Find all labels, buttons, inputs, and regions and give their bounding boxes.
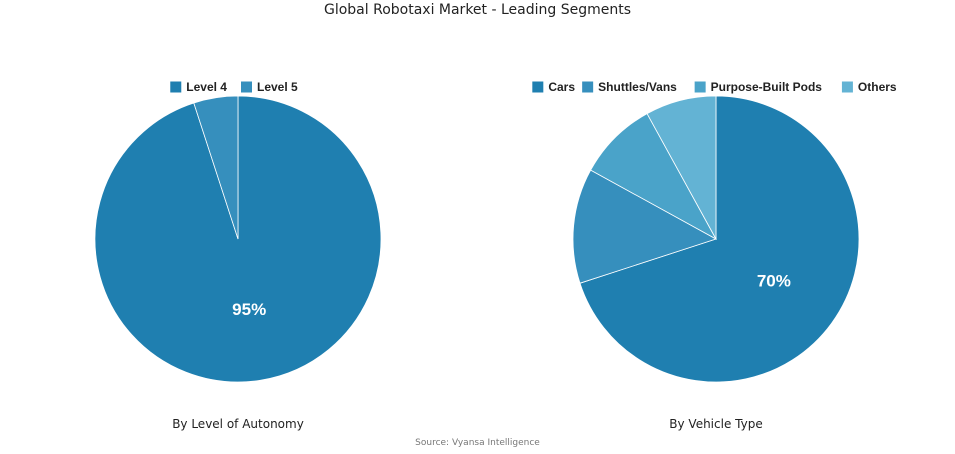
chart-caption-vehicle-type: By Vehicle Type — [669, 417, 763, 431]
legend-swatch-cars — [532, 81, 544, 93]
data-label-cars: 70% — [757, 272, 791, 291]
chart-caption-autonomy: By Level of Autonomy — [172, 417, 304, 431]
pie-slice-others — [646, 95, 717, 240]
legend-swatch-others — [841, 81, 853, 93]
legend-swatch-shuttles-vans — [582, 81, 594, 93]
legend-swatch-purpose-built-pods — [694, 81, 706, 93]
pie-slice-shuttles-vans — [572, 169, 718, 284]
pie-slice-level-5 — [193, 95, 239, 240]
legend-label-level-4: Level 4 — [186, 80, 227, 94]
legend-label-others: Others — [858, 80, 897, 94]
legend-label-cars: Cars — [548, 80, 575, 94]
legend-swatch-level-5 — [241, 81, 252, 93]
source-note: Source: Vyansa Intelligence — [415, 438, 540, 448]
pie-slice-cars — [579, 95, 860, 383]
legend-label-level-5: Level 5 — [257, 80, 298, 94]
legend-label-purpose-built-pods: Purpose-Built Pods — [711, 80, 823, 94]
legend-label-shuttles-vans: Shuttles/Vans — [598, 80, 677, 94]
data-label-level-4: 95% — [232, 300, 266, 319]
pie-chart-vehicle-type: 70% Cars Shuttles/Vans Purpose-Built Pods Ot… — [532, 80, 897, 383]
legend: Level 4 Level 5 — [170, 80, 298, 94]
page-title: Global Robotaxi Market - Leading Segment… — [323, 2, 632, 18]
pie-chart-autonomy: 95% Level 4 Level 5 — [94, 80, 382, 383]
legend-swatch-level-4 — [170, 81, 182, 93]
pie-slice-purpose-built-pods — [590, 113, 718, 241]
legend: Cars Shuttles/Vans Purpose-Built Pods Other… — [532, 80, 897, 94]
